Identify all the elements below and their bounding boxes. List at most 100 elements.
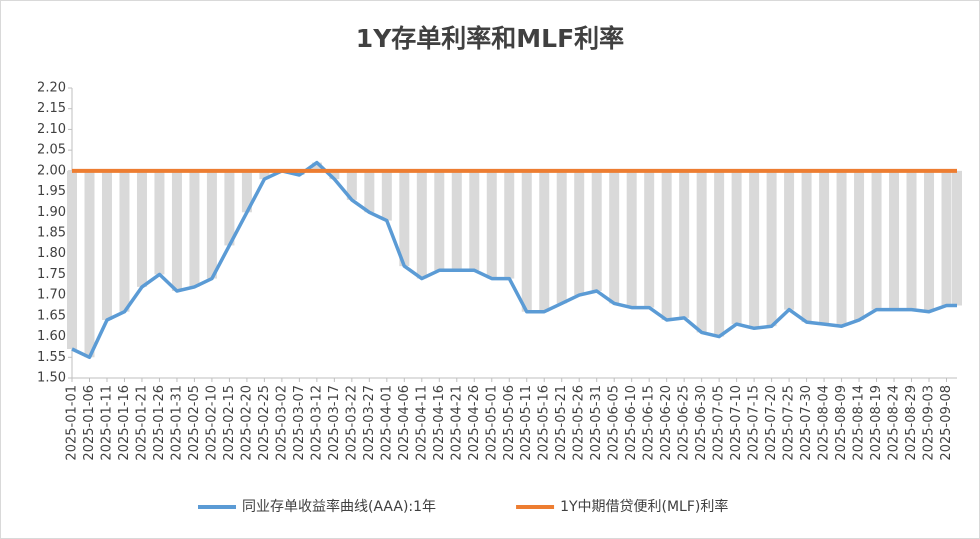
legend-label: 同业存单收益率曲线(AAA):1年 [242, 498, 436, 515]
x-tick-label: 2025-08-04 [817, 385, 832, 461]
y-tick-label: 1.90 [37, 205, 66, 220]
x-tick-label: 2025-07-20 [764, 385, 779, 461]
high-low-bar [329, 170, 340, 180]
high-low-bar [399, 170, 410, 267]
high-low-bar [101, 170, 112, 320]
chart-title: 1Y存单利率和MLF利率 [356, 24, 624, 53]
x-tick-label: 2025-07-10 [729, 385, 744, 461]
high-low-bar [906, 170, 917, 310]
x-tick-label: 2025-05-01 [484, 385, 499, 461]
x-tick-label: 2025-02-20 [239, 385, 254, 461]
x-tick-label: 2025-01-16 [117, 385, 132, 461]
x-tick-label: 2025-01-06 [82, 385, 97, 461]
y-tick-label: 2.00 [37, 163, 66, 178]
legend-label: 1Y中期借贷便利(MLF)利率 [560, 498, 728, 515]
high-low-bar [766, 170, 777, 327]
x-tick-label: 2025-02-05 [187, 385, 202, 461]
high-low-bar [224, 170, 235, 246]
y-tick-label: 1.55 [37, 350, 66, 365]
x-tick-label: 2025-08-14 [852, 385, 867, 461]
high-low-bar [714, 170, 725, 337]
y-tick-label: 1.50 [37, 371, 66, 386]
x-tick-label: 2025-07-05 [712, 385, 727, 461]
high-low-bar [119, 170, 130, 312]
high-low-bar [259, 170, 270, 180]
x-tick-label: 2025-06-15 [642, 385, 657, 461]
y-tick-label: 1.85 [37, 226, 66, 241]
x-tick-label: 2025-02-10 [204, 385, 219, 461]
x-tick-label: 2025-06-30 [694, 385, 709, 461]
high-low-bar [206, 170, 217, 279]
x-tick-label: 2025-02-15 [222, 385, 237, 461]
x-tick-label: 2025-08-19 [869, 385, 884, 461]
x-tick-label: 2025-01-31 [169, 385, 184, 461]
high-low-bar [84, 170, 95, 358]
x-tick-label: 2025-06-05 [607, 385, 622, 461]
x-tick-label: 2025-08-24 [887, 385, 902, 461]
y-tick-label: 1.60 [37, 329, 66, 344]
high-low-bar [451, 170, 462, 271]
high-low-bar [171, 170, 182, 291]
high-low-bar [469, 170, 480, 271]
high-low-bar [346, 170, 357, 200]
x-tick-label: 2025-04-26 [467, 385, 482, 461]
x-tick-label: 2025-07-15 [747, 385, 762, 461]
high-low-bar [941, 170, 952, 306]
y-tick-label: 2.10 [37, 122, 66, 137]
high-low-bar [924, 170, 935, 312]
high-low-bar [416, 170, 427, 279]
x-tick-label: 2025-06-20 [659, 385, 674, 461]
x-tick-label: 2025-01-11 [99, 385, 114, 461]
x-tick-label: 2025-04-01 [379, 385, 394, 461]
high-low-bar [661, 170, 672, 320]
x-tick-label: 2025-04-06 [397, 385, 412, 461]
high-low-bar [189, 170, 200, 287]
x-tick-label: 2025-01-01 [65, 385, 80, 461]
high-low-bar [67, 170, 77, 349]
high-low-bar [591, 170, 602, 291]
high-low-bar [521, 170, 532, 312]
high-low-bar [609, 170, 620, 304]
high-low-bar [871, 170, 882, 310]
high-low-bar [539, 170, 550, 312]
x-tick-label: 2025-07-25 [782, 385, 797, 461]
y-tick-label: 1.80 [37, 246, 66, 261]
high-low-bar [136, 170, 147, 287]
series-line [71, 160, 957, 360]
x-tick-label: 2025-09-03 [922, 385, 937, 461]
high-low-bar [574, 170, 585, 296]
high-low-bar [504, 170, 515, 279]
x-tick-label: 2025-06-10 [624, 385, 639, 461]
x-tick-label: 2025-05-16 [537, 385, 552, 461]
high-low-bar [696, 170, 707, 333]
x-tick-label: 2025-02-25 [257, 385, 272, 461]
high-low-bar [434, 170, 445, 271]
high-low-bar [749, 170, 760, 329]
high-low-bar [854, 170, 865, 320]
high-low-bar [784, 170, 795, 310]
x-tick-label: 2025-06-25 [677, 385, 692, 461]
x-tick-label: 2025-03-22 [344, 385, 359, 461]
x-tick-label: 2025-03-12 [309, 385, 324, 461]
high-low-bar [836, 170, 847, 327]
x-tick-label: 2025-05-11 [519, 385, 534, 461]
high-low-bar [486, 170, 497, 279]
x-tick-label: 2025-01-26 [152, 385, 167, 461]
x-tick-label: 2025-05-06 [502, 385, 517, 461]
y-tick-label: 1.95 [37, 184, 66, 199]
x-tick-label: 2025-03-17 [327, 385, 342, 461]
x-tick-label: 2025-04-16 [432, 385, 447, 461]
high-low-bar [952, 170, 962, 306]
y-tick-label: 1.65 [37, 308, 66, 323]
x-tick-label: 2025-08-09 [834, 385, 849, 461]
y-tick-label: 1.75 [37, 267, 66, 282]
high-low-bar [556, 170, 567, 304]
y-tick-label: 1.70 [37, 288, 66, 303]
high-low-bar [241, 170, 252, 213]
high-low-bar [819, 170, 830, 325]
high-low-bar [644, 170, 655, 308]
x-tick-label: 2025-03-07 [292, 385, 307, 461]
high-low-bar [311, 162, 322, 171]
y-tick-label: 2.15 [37, 101, 66, 116]
